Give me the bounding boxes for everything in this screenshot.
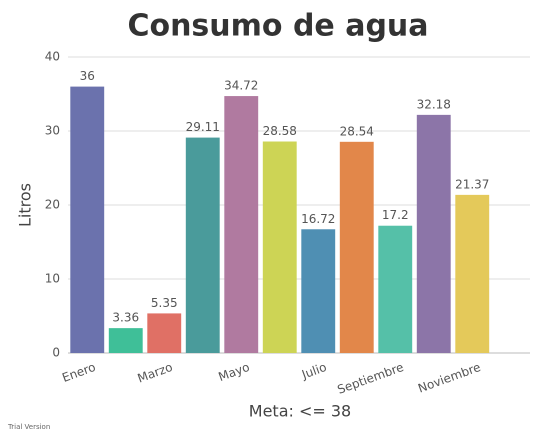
chart-title: Consumo de agua xyxy=(127,9,428,44)
bar xyxy=(455,194,490,353)
value-label: 21.37 xyxy=(455,177,489,191)
bar xyxy=(185,137,220,353)
y-tick-label: 40 xyxy=(45,50,60,64)
value-label: 5.35 xyxy=(151,296,178,310)
x-tick-label: Septiembre xyxy=(335,360,405,397)
y-axis-label: Litros xyxy=(16,183,35,227)
bar xyxy=(224,96,259,354)
x-tick-label: Mayo xyxy=(216,360,251,384)
bar xyxy=(378,225,413,353)
x-tick-label: Julio xyxy=(299,360,328,382)
footnote: Trial Version xyxy=(7,423,50,431)
bar xyxy=(301,229,336,353)
bar xyxy=(108,328,143,353)
value-label: 3.36 xyxy=(112,311,139,325)
bar xyxy=(147,313,182,353)
value-label: 16.72 xyxy=(301,212,335,226)
y-tick-label: 20 xyxy=(45,198,60,212)
bar xyxy=(416,114,451,353)
value-label: 17.2 xyxy=(382,208,409,222)
x-tick-label: Enero xyxy=(60,360,97,385)
y-tick-label: 10 xyxy=(45,272,60,286)
bar xyxy=(339,141,374,353)
x-tick-label: Marzo xyxy=(136,360,175,386)
value-label: 34.72 xyxy=(224,79,258,93)
bar xyxy=(70,86,105,353)
value-label: 28.54 xyxy=(340,124,374,138)
bar xyxy=(262,141,297,353)
x-axis-label: Meta: <= 38 xyxy=(249,402,351,421)
value-label: 29.11 xyxy=(186,120,220,134)
value-label: 32.18 xyxy=(417,97,451,111)
x-tick-label: Noviembre xyxy=(416,360,482,396)
y-tick-label: 0 xyxy=(52,346,60,360)
value-label: 28.58 xyxy=(263,124,297,138)
y-tick-label: 30 xyxy=(45,124,60,138)
value-label: 36 xyxy=(80,69,95,83)
